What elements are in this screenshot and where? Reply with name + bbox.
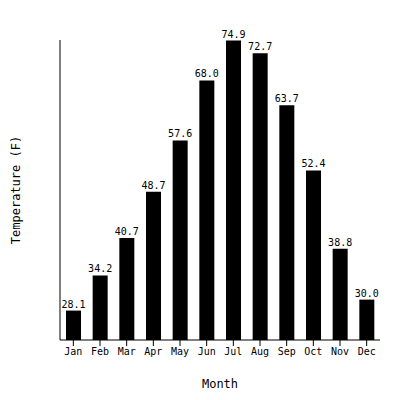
svg-text:Jan: Jan [64,346,82,357]
svg-text:Jun: Jun [198,346,216,357]
svg-text:May: May [171,346,189,357]
svg-text:74.9: 74.9 [221,29,245,40]
svg-text:68.0: 68.0 [195,68,219,79]
svg-text:38.8: 38.8 [328,237,352,248]
svg-text:57.6: 57.6 [168,128,192,139]
svg-text:Nov: Nov [331,346,349,357]
svg-text:Jul: Jul [224,346,242,357]
svg-text:63.7: 63.7 [275,93,299,104]
svg-text:Feb: Feb [91,346,109,357]
svg-text:Sep: Sep [278,346,296,357]
svg-text:30.0: 30.0 [355,288,379,299]
svg-text:34.2: 34.2 [88,263,112,274]
svg-text:Temperature (F): Temperature (F) [9,136,23,244]
svg-text:52.4: 52.4 [301,158,325,169]
svg-text:Mar: Mar [118,346,136,357]
svg-text:Month: Month [202,377,238,391]
svg-text:48.7: 48.7 [141,180,165,191]
svg-text:Dec: Dec [358,346,376,357]
svg-text:Aug: Aug [251,346,269,357]
svg-text:28.1: 28.1 [61,299,85,310]
svg-text:Oct: Oct [304,346,322,357]
svg-text:Apr: Apr [144,346,162,357]
svg-text:72.7: 72.7 [248,41,272,52]
svg-text:40.7: 40.7 [115,226,139,237]
